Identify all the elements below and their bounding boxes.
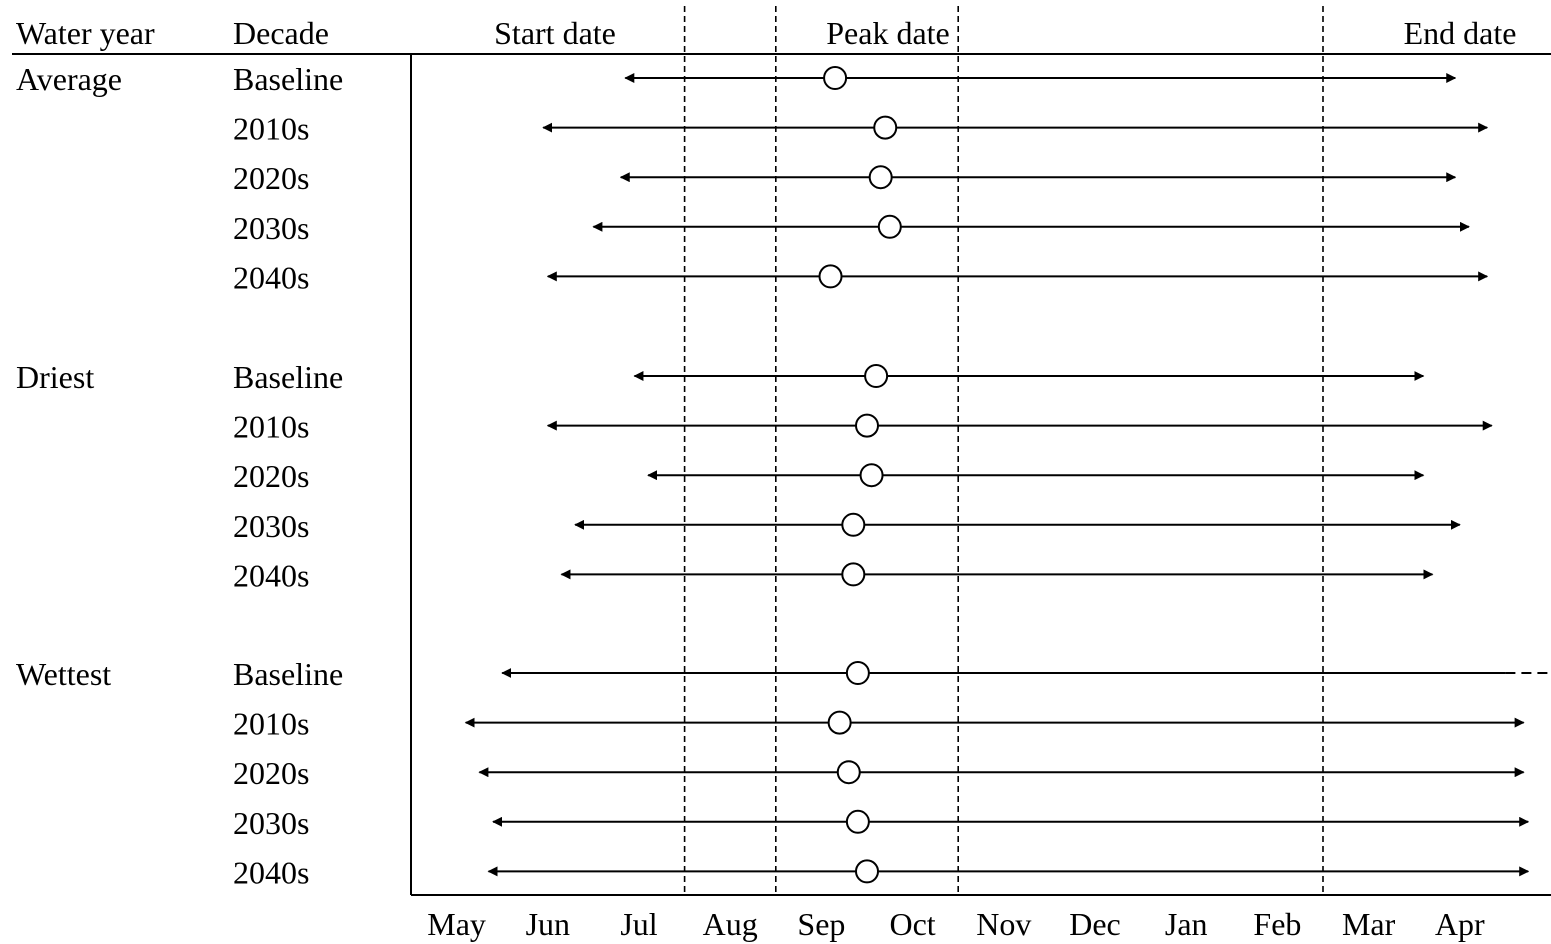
header-water-year: Water year: [16, 15, 155, 51]
header-end-date: End date: [1404, 15, 1517, 51]
peak-marker: [818, 264, 843, 289]
x-tick-label: Sep: [797, 906, 845, 942]
decade-label: 2010s: [233, 409, 309, 445]
row-labels: Average Baseline 2010s 2020s 2030s 2040s Dries…: [16, 61, 343, 890]
group-label: Average: [16, 61, 122, 97]
peak-marker: [877, 214, 902, 239]
x-tick-label: Nov: [976, 906, 1031, 942]
x-tick-label: Apr: [1435, 906, 1485, 942]
x-tick-label: Dec: [1069, 906, 1121, 942]
peak-marker: [841, 562, 866, 587]
peak-marker: [859, 463, 884, 488]
x-tick-labels: May Jun Jul Aug Sep Oct Nov Dec Jan Feb Mar Apr: [427, 906, 1485, 942]
header-peak-date: Peak date: [826, 15, 950, 51]
peak-marker: [864, 364, 889, 388]
decade-label: 2010s: [233, 706, 309, 742]
reference-lines: [683, 6, 1324, 895]
decade-label: 2040s: [233, 854, 309, 890]
peak-marker: [836, 760, 861, 785]
x-tick-label: Jun: [526, 906, 570, 942]
peak-marker: [845, 809, 870, 834]
decade-label: Baseline: [233, 61, 343, 97]
header-start-date: Start date: [494, 15, 616, 51]
decade-label: Baseline: [233, 656, 343, 692]
decade-label: 2040s: [233, 557, 309, 593]
group-label: Wettest: [16, 656, 111, 692]
x-tick-label: Aug: [703, 906, 758, 942]
x-tick-label: Jan: [1165, 906, 1208, 942]
decade-label: 2020s: [233, 755, 309, 791]
group-label: Driest: [16, 359, 94, 395]
peak-marker: [873, 115, 898, 140]
x-tick-label: Mar: [1342, 906, 1396, 942]
range-bars: [464, 66, 1551, 884]
x-tick-label: May: [427, 906, 486, 942]
decade-label: 2030s: [233, 805, 309, 841]
x-tick-label: Feb: [1253, 906, 1301, 942]
peak-marker: [827, 710, 852, 735]
peak-marker: [868, 165, 893, 190]
peak-marker: [845, 661, 870, 685]
x-tick-label: Oct: [889, 906, 935, 942]
peak-marker: [841, 512, 866, 537]
header: Water year Decade Start date Peak date E…: [12, 15, 1551, 55]
peak-marker: [855, 413, 879, 438]
decade-label: 2010s: [233, 111, 309, 147]
decade-label: 2020s: [233, 458, 309, 494]
x-tick-label: Jul: [620, 906, 657, 942]
decade-label: Baseline: [233, 359, 343, 395]
decade-label: 2040s: [233, 259, 309, 295]
peak-marker: [855, 859, 879, 884]
decade-label: 2030s: [233, 508, 309, 544]
decade-label: 2030s: [233, 210, 309, 246]
header-decade: Decade: [233, 15, 329, 51]
peak-marker: [823, 66, 848, 90]
decade-label: 2020s: [233, 160, 309, 196]
